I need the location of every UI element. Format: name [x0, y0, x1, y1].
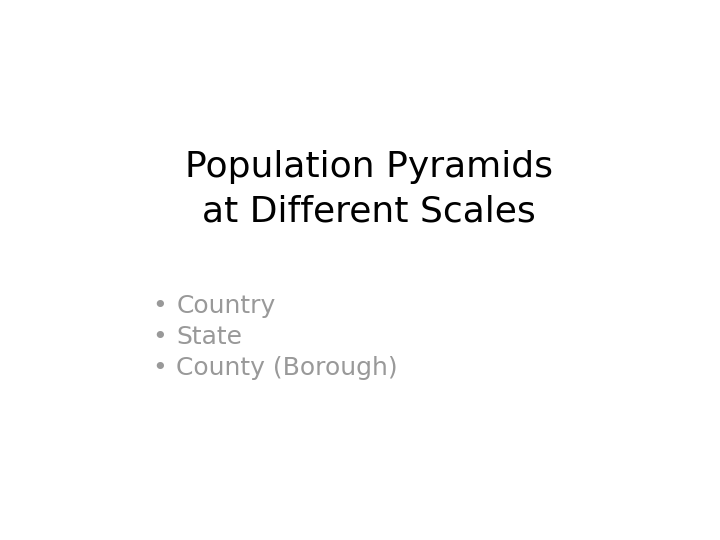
Text: State: State [176, 325, 243, 349]
Text: County (Borough): County (Borough) [176, 356, 398, 380]
Text: •: • [153, 356, 167, 380]
Text: •: • [153, 325, 167, 349]
Text: Country: Country [176, 294, 276, 318]
Text: Population Pyramids
at Different Scales: Population Pyramids at Different Scales [185, 150, 553, 229]
Text: •: • [153, 294, 167, 318]
